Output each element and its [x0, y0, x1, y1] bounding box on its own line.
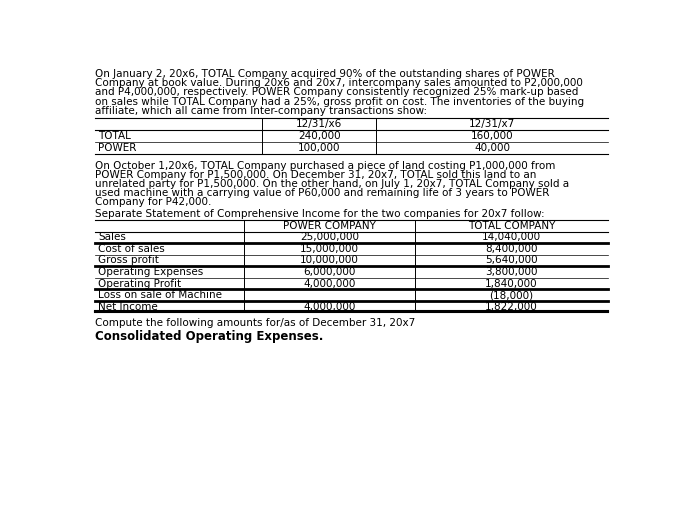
- Text: 5,640,000: 5,640,000: [485, 255, 538, 265]
- Text: affiliate, which all came from Inter-company transactions show:: affiliate, which all came from Inter-com…: [95, 106, 427, 115]
- Text: 6,000,000: 6,000,000: [304, 267, 356, 277]
- Text: Operating Expenses: Operating Expenses: [98, 267, 203, 277]
- Text: and P4,000,000, respectively. POWER Company consistently recognized 25% mark-up : and P4,000,000, respectively. POWER Comp…: [95, 87, 578, 97]
- Text: POWER COMPANY: POWER COMPANY: [283, 221, 376, 231]
- Text: 100,000: 100,000: [298, 143, 341, 152]
- Text: 40,000: 40,000: [474, 143, 510, 152]
- Text: 12/31/x7: 12/31/x7: [469, 119, 515, 129]
- Text: 1,840,000: 1,840,000: [485, 279, 538, 288]
- Text: 160,000: 160,000: [471, 131, 513, 141]
- Text: Consolidated Operating Expenses.: Consolidated Operating Expenses.: [95, 330, 323, 343]
- Text: On October 1,20x6, TOTAL Company purchased a piece of land costing P1,000,000 fr: On October 1,20x6, TOTAL Company purchas…: [95, 161, 555, 170]
- Text: 1,822,000: 1,822,000: [485, 302, 538, 312]
- Text: 4,000,000: 4,000,000: [304, 279, 356, 288]
- Text: 4,000,000: 4,000,000: [304, 302, 356, 312]
- Text: Separate Statement of Comprehensive Income for the two companies for 20x7 follow: Separate Statement of Comprehensive Inco…: [95, 209, 544, 219]
- Text: 3,800,000: 3,800,000: [485, 267, 538, 277]
- Text: on sales while TOTAL Company had a 25%, gross profit on cost. The inventories of: on sales while TOTAL Company had a 25%, …: [95, 96, 584, 107]
- Text: 25,000,000: 25,000,000: [300, 232, 359, 242]
- Text: 8,400,000: 8,400,000: [485, 244, 538, 254]
- Text: 12/31/x6: 12/31/x6: [296, 119, 342, 129]
- Text: used machine with a carrying value of P60,000 and remaining life of 3 years to P: used machine with a carrying value of P6…: [95, 188, 549, 198]
- Text: Sales: Sales: [98, 232, 126, 242]
- Text: Company at book value. During 20x6 and 20x7, intercompany sales amounted to P2,0: Company at book value. During 20x6 and 2…: [95, 78, 583, 88]
- Text: 240,000: 240,000: [298, 131, 341, 141]
- Text: TOTAL COMPANY: TOTAL COMPANY: [468, 221, 555, 231]
- Text: Compute the following amounts for/as of December 31, 20x7: Compute the following amounts for/as of …: [95, 318, 415, 328]
- Text: Net Income: Net Income: [98, 302, 157, 312]
- Text: TOTAL: TOTAL: [98, 131, 131, 141]
- Text: 10,000,000: 10,000,000: [300, 255, 359, 265]
- Text: Loss on sale of Machine: Loss on sale of Machine: [98, 290, 222, 300]
- Text: unrelated party for P1,500,000. On the other hand, on July 1, 20x7, TOTAL Compan: unrelated party for P1,500,000. On the o…: [95, 179, 569, 189]
- Text: On January 2, 20x6, TOTAL Company acquired 90% of the outstanding shares of POWE: On January 2, 20x6, TOTAL Company acquir…: [95, 69, 555, 80]
- Text: 15,000,000: 15,000,000: [300, 244, 359, 254]
- Text: Company for P42,000.: Company for P42,000.: [95, 197, 211, 207]
- Text: (18,000): (18,000): [489, 290, 534, 300]
- Text: 14,040,000: 14,040,000: [482, 232, 541, 242]
- Text: POWER Company for P1,500,000. On December 31, 20x7, TOTAL sold this land to an: POWER Company for P1,500,000. On Decembe…: [95, 170, 536, 180]
- Text: Operating Profit: Operating Profit: [98, 279, 181, 288]
- Text: Cost of sales: Cost of sales: [98, 244, 165, 254]
- Text: POWER: POWER: [98, 143, 136, 152]
- Text: Gross profit: Gross profit: [98, 255, 159, 265]
